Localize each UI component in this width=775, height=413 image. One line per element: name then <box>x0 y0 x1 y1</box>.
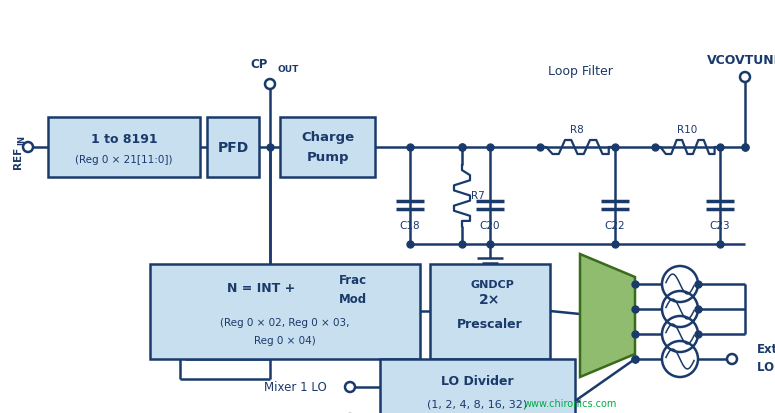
Text: OUT: OUT <box>278 64 299 74</box>
Text: Prescaler: Prescaler <box>457 318 523 331</box>
Text: R8: R8 <box>570 125 584 135</box>
Text: C20: C20 <box>480 221 500 230</box>
Text: REF: REF <box>13 147 23 169</box>
Text: 1 to 8191: 1 to 8191 <box>91 133 157 146</box>
Text: GNDCP: GNDCP <box>470 279 514 289</box>
Polygon shape <box>580 254 635 377</box>
Bar <box>280 118 375 178</box>
Text: CP: CP <box>250 57 268 70</box>
Text: Charge: Charge <box>301 131 354 144</box>
Bar <box>207 118 259 178</box>
Text: Mixer 1 LO: Mixer 1 LO <box>264 380 326 394</box>
Text: N = INT +: N = INT + <box>227 282 300 295</box>
Bar <box>380 359 575 413</box>
Bar <box>150 264 420 359</box>
Text: (Reg 0 × 21[11:0]): (Reg 0 × 21[11:0]) <box>75 154 173 165</box>
Text: C22: C22 <box>604 221 625 230</box>
Text: Mod: Mod <box>339 293 367 306</box>
Text: (1, 2, 4, 8, 16, 32): (1, 2, 4, 8, 16, 32) <box>427 399 527 409</box>
Text: www.chironics.com: www.chironics.com <box>523 398 617 408</box>
Text: Reg 0 × 04): Reg 0 × 04) <box>254 335 316 345</box>
Text: Loop Filter: Loop Filter <box>548 65 612 78</box>
Text: IN: IN <box>18 135 26 145</box>
Text: VCOVTUNE: VCOVTUNE <box>707 53 775 66</box>
Text: C18: C18 <box>400 221 420 230</box>
Text: 2×: 2× <box>479 292 501 306</box>
Text: Frac: Frac <box>339 274 367 287</box>
Text: C23: C23 <box>710 221 730 230</box>
Text: Pump: Pump <box>306 151 349 164</box>
Text: LO Input: LO Input <box>757 361 775 374</box>
Text: (Reg 0 × 02, Reg 0 × 03,: (Reg 0 × 02, Reg 0 × 03, <box>220 317 350 327</box>
Text: External: External <box>757 343 775 356</box>
Text: PFD: PFD <box>217 141 249 154</box>
Text: R10: R10 <box>677 125 698 135</box>
Text: LO Divider: LO Divider <box>441 375 513 387</box>
Bar <box>48 118 200 178</box>
Bar <box>430 264 550 359</box>
Text: R7: R7 <box>471 190 485 201</box>
